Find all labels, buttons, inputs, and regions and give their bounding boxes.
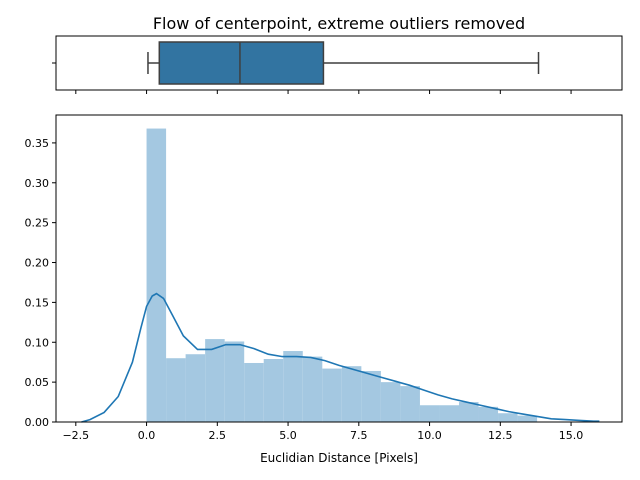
chart-title: Flow of centerpoint, extreme outliers re… [153, 14, 525, 33]
histogram-bar-0 [146, 128, 167, 422]
histogram-bar-3 [205, 339, 225, 422]
x-tick-label-5: 10.0 [417, 429, 442, 442]
y-tick-label-1: 0.05 [25, 376, 50, 389]
histogram-bar-13 [400, 386, 420, 422]
x-tick-label-1: 0.0 [138, 429, 156, 442]
histogram-bar-16 [458, 402, 479, 422]
x-tick-label-4: 7.5 [350, 429, 368, 442]
histogram-bar-7 [283, 351, 303, 422]
histogram-bar-9 [322, 368, 342, 422]
y-tick-label-4: 0.20 [25, 257, 50, 270]
y-tick-label-7: 0.35 [25, 137, 50, 150]
x-tick-label-3: 5.0 [279, 429, 297, 442]
x-axis-ticks: −2.5 0.0 2.5 5.0 7.5 10.0 12.5 15.0 [62, 90, 583, 442]
histogram-bar-11 [361, 370, 381, 422]
y-tick-label-0: 0.00 [25, 416, 50, 429]
y-tick-label-2: 0.10 [25, 336, 50, 349]
y-tick-label-6: 0.30 [25, 177, 50, 190]
histogram-bar-18 [498, 413, 518, 422]
histogram-panel: −2.5 0.0 2.5 5.0 7.5 10.0 12.5 15.0 0.00 0.05 0.1… [25, 90, 623, 442]
histogram-bar-4 [224, 341, 245, 422]
x-tick-label-6: 12.5 [488, 429, 513, 442]
histogram-bar-1 [166, 358, 186, 422]
histogram-bars [146, 128, 538, 422]
x-tick-label-7: 15.0 [559, 429, 584, 442]
histogram-bar-12 [380, 382, 401, 422]
y-axis-ticks: 0.00 0.05 0.10 0.15 0.20 0.25 0.30 0.35 [25, 137, 56, 429]
histogram-bar-5 [244, 362, 264, 422]
y-tick-label-3: 0.15 [25, 296, 50, 309]
x-tick-label-0: −2.5 [62, 429, 89, 442]
histogram-bar-10 [341, 366, 362, 422]
histogram-bar-8 [302, 356, 323, 422]
histogram-bar-19 [517, 415, 538, 422]
kde-density-line [81, 292, 600, 423]
box-iqr [158, 41, 325, 85]
histogram-bar-2 [185, 354, 206, 422]
x-axis-label: Euclidian Distance [Pixels] [260, 451, 418, 465]
boxplot-panel [52, 35, 623, 91]
histogram-bar-17 [478, 406, 499, 422]
x-tick-label-2: 2.5 [209, 429, 227, 442]
histogram-bar-14 [419, 405, 440, 422]
y-tick-label-5: 0.25 [25, 217, 50, 230]
histogram-frame [55, 114, 623, 423]
histogram-bar-15 [439, 405, 459, 422]
histogram-bar-6 [263, 359, 284, 422]
